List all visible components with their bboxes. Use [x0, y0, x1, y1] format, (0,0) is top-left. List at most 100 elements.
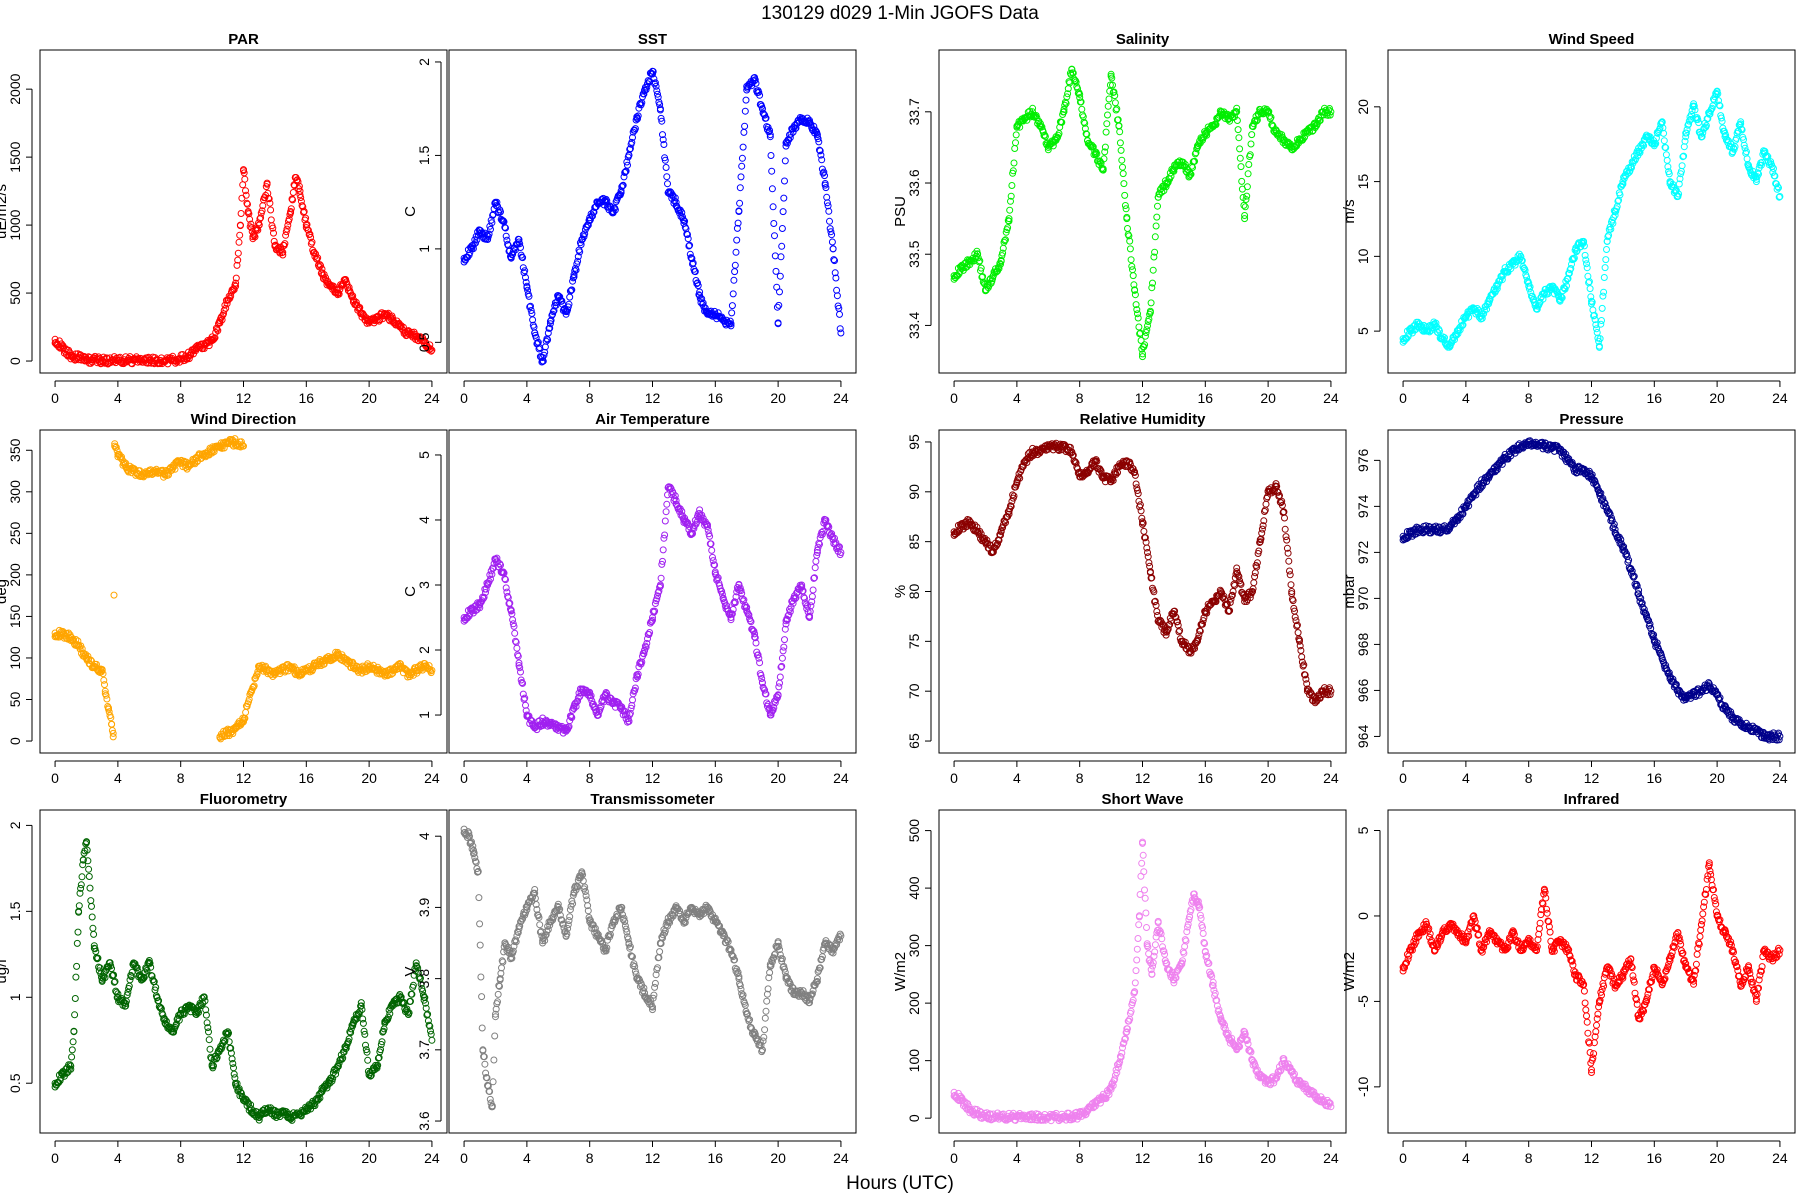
data-point — [238, 194, 246, 202]
data-point — [544, 336, 552, 344]
data-point — [257, 214, 265, 222]
data-point — [210, 335, 218, 343]
data-point — [283, 225, 291, 233]
data-point — [242, 708, 250, 716]
data-point — [1111, 99, 1119, 107]
data-point — [762, 114, 770, 122]
y-axis-label: C — [402, 206, 419, 217]
x-tick-label: 8 — [586, 390, 594, 406]
data-point — [234, 256, 242, 264]
data-point — [776, 673, 784, 681]
y-tick-label: 0 — [7, 357, 23, 365]
data-point — [78, 873, 86, 881]
data-point — [773, 303, 781, 311]
x-tick-label: 20 — [361, 770, 377, 786]
y-tick-label: 85 — [906, 534, 922, 550]
data-point — [1593, 329, 1601, 336]
x-tick-label: 8 — [177, 770, 185, 786]
data-point — [1583, 264, 1591, 272]
data-point — [751, 77, 759, 85]
y-tick-label: 70 — [906, 683, 922, 699]
data-point — [578, 236, 586, 243]
data-point — [989, 275, 997, 283]
data-point — [766, 133, 774, 141]
data-point — [634, 115, 641, 123]
data-point — [661, 517, 669, 525]
data-point — [768, 185, 776, 193]
x-tick-label: 8 — [1076, 390, 1084, 406]
data-point — [1152, 222, 1160, 230]
data-points — [51, 838, 436, 1124]
panel-frame — [938, 49, 1347, 374]
x-tick-label: 24 — [833, 390, 849, 406]
data-point — [296, 191, 304, 199]
data-point — [314, 254, 322, 262]
data-point — [657, 574, 665, 582]
y-tick-label: 5 — [1355, 327, 1371, 335]
data-point — [1602, 256, 1610, 264]
data-point — [1600, 288, 1608, 296]
data-point — [1682, 133, 1690, 141]
data-point — [279, 251, 287, 259]
data-point — [289, 189, 297, 196]
x-tick-label: 4 — [1462, 770, 1470, 786]
y-tick-label: 90 — [906, 484, 922, 500]
data-point — [1134, 314, 1142, 322]
x-tick-label: 0 — [51, 770, 59, 786]
data-point — [775, 301, 783, 309]
data-point — [1262, 500, 1270, 508]
data-point — [216, 319, 224, 327]
x-tick-label: 12 — [1135, 390, 1151, 406]
x-tick-label: 0 — [1399, 770, 1407, 786]
y-tick-label: 20 — [1355, 99, 1371, 115]
y-tick-label: 2 — [416, 646, 432, 654]
y-tick-label: 976 — [1355, 448, 1371, 472]
data-point — [566, 293, 574, 301]
data-point — [295, 182, 303, 190]
data-point — [258, 207, 266, 215]
data-point — [954, 272, 962, 280]
x-tick-label: 16 — [708, 770, 724, 786]
x-tick-label: 0 — [51, 390, 59, 406]
data-point — [768, 167, 776, 175]
data-point — [1662, 151, 1670, 159]
data-point — [1117, 146, 1125, 154]
data-point — [821, 180, 829, 187]
x-tick-label: 12 — [236, 770, 252, 786]
data-point — [569, 274, 577, 282]
data-point — [978, 273, 986, 281]
data-point — [813, 131, 821, 138]
data-point — [708, 546, 716, 554]
y-tick-label: 80 — [906, 584, 922, 600]
data-point — [652, 82, 660, 90]
data-point — [488, 219, 496, 227]
data-point — [569, 277, 577, 285]
data-point — [310, 248, 318, 256]
data-point — [169, 352, 177, 360]
panel-title: Air Temperature — [595, 411, 710, 428]
data-point — [1247, 140, 1255, 148]
data-point — [192, 345, 200, 353]
data-point — [662, 164, 670, 171]
data-point — [73, 962, 81, 970]
data-point — [621, 168, 629, 176]
data-point — [279, 248, 287, 256]
data-point — [678, 209, 686, 216]
data-point — [546, 324, 554, 332]
data-point — [412, 333, 420, 341]
data-points — [1399, 437, 1784, 744]
data-point — [776, 288, 783, 296]
data-point — [1144, 553, 1152, 561]
data-point — [1250, 579, 1258, 587]
x-axis: 0 4 8 12 16 20 24 — [460, 380, 849, 406]
data-point — [267, 206, 275, 214]
data-point — [751, 76, 759, 84]
data-point — [103, 695, 111, 703]
data-point — [244, 208, 252, 215]
data-point — [343, 280, 351, 288]
x-axis: 0 4 8 12 16 20 24 — [51, 380, 440, 406]
data-point — [1127, 256, 1135, 264]
